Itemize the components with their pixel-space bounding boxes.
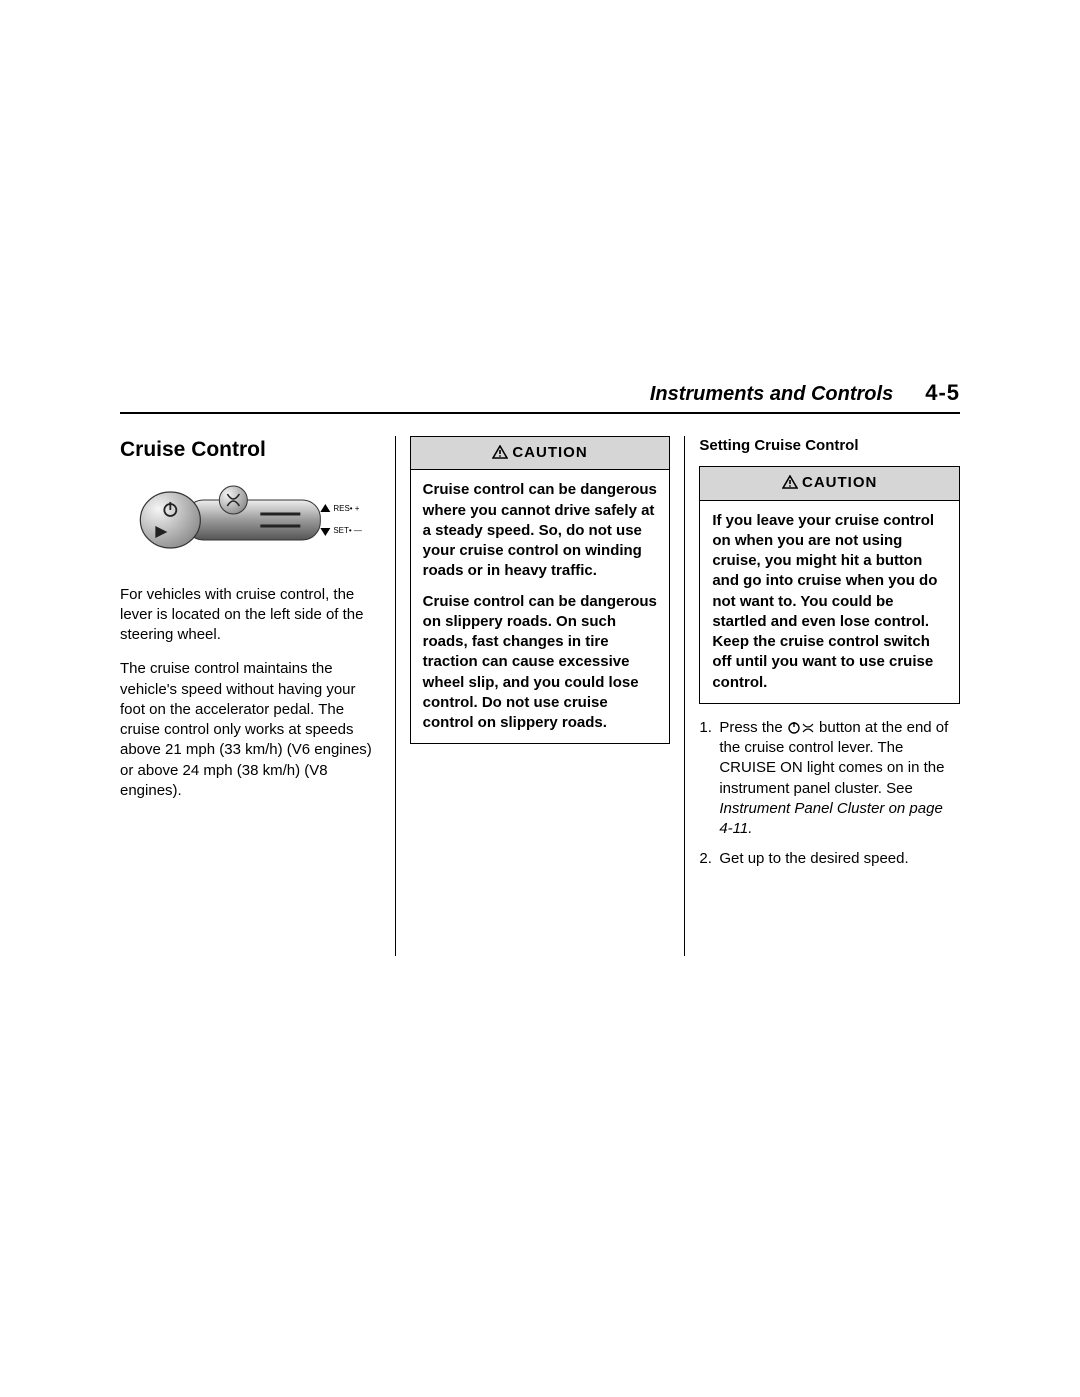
caution-box-2: CAUTION If you leave your cruise control… — [699, 466, 960, 704]
warning-triangle-icon — [492, 445, 508, 459]
step-1-text-a: Press the — [719, 719, 787, 736]
step-2: Get up to the desired speed. — [699, 849, 960, 869]
step-1-crossref: Instrument Panel Cluster on page 4-11. — [719, 800, 942, 837]
caution-paragraph-1: Cruise control can be dangerous where yo… — [423, 480, 658, 581]
caution-body: If you leave your cruise control on when… — [700, 501, 959, 703]
column-3: Setting Cruise Control CAUTION If you le… — [684, 436, 960, 956]
caution-label: CAUTION — [802, 474, 877, 491]
section-title: Cruise Control — [120, 436, 381, 464]
caution-label: CAUTION — [512, 444, 587, 461]
caution-paragraph-2: Cruise control can be dangerous on slipp… — [423, 592, 658, 734]
caution-box-1: CAUTION Cruise control can be dangerous … — [410, 436, 671, 744]
setting-steps: Press the button at the end of the cruis… — [699, 718, 960, 870]
chapter-title: Instruments and Controls — [650, 383, 893, 406]
set-label: SET• — — [333, 526, 362, 535]
res-label: RES• + — [333, 504, 359, 513]
manual-page: Instruments and Controls 4-5 Cruise Cont… — [120, 380, 960, 956]
subsection-title: Setting Cruise Control — [699, 436, 960, 456]
column-2: CAUTION Cruise control can be dangerous … — [395, 436, 685, 956]
caution-body: Cruise control can be dangerous where yo… — [411, 470, 670, 743]
caution-paragraph: If you leave your cruise control on when… — [712, 511, 947, 693]
column-1: Cruise Control — [120, 436, 395, 956]
step-1: Press the button at the end of the cruis… — [699, 718, 960, 840]
page-number: 4-5 — [925, 380, 960, 406]
intro-paragraph-2: The cruise control maintains the vehicle… — [120, 659, 381, 801]
intro-paragraph-1: For vehicles with cruise control, the le… — [120, 585, 381, 646]
cruise-on-icon — [787, 721, 815, 735]
cruise-lever-illustration: RES• + SET• — — [120, 480, 381, 564]
warning-triangle-icon — [782, 475, 798, 489]
caution-header: CAUTION — [411, 437, 670, 470]
page-header: Instruments and Controls 4-5 — [120, 380, 960, 414]
content-columns: Cruise Control — [120, 436, 960, 956]
caution-header: CAUTION — [700, 467, 959, 500]
